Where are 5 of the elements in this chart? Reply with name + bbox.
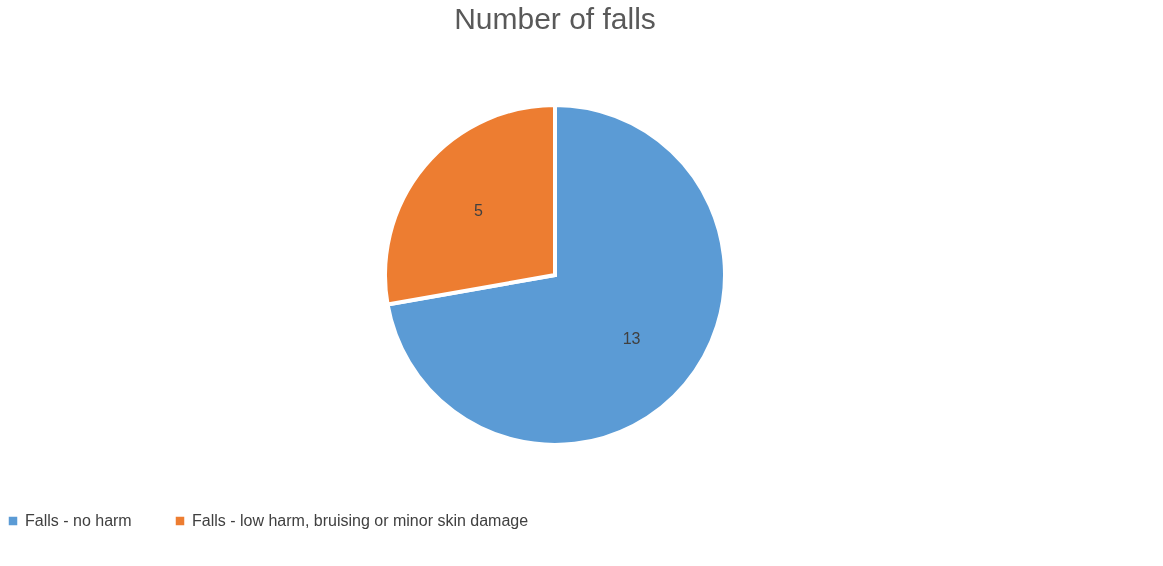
- legend-label: Falls - no harm: [25, 512, 132, 529]
- data-label: 13: [622, 330, 641, 348]
- legend-label: Falls - low harm, bruising or minor skin damage: [192, 512, 529, 529]
- data-label: 5: [473, 201, 483, 219]
- chart-title: Number of falls: [454, 2, 656, 35]
